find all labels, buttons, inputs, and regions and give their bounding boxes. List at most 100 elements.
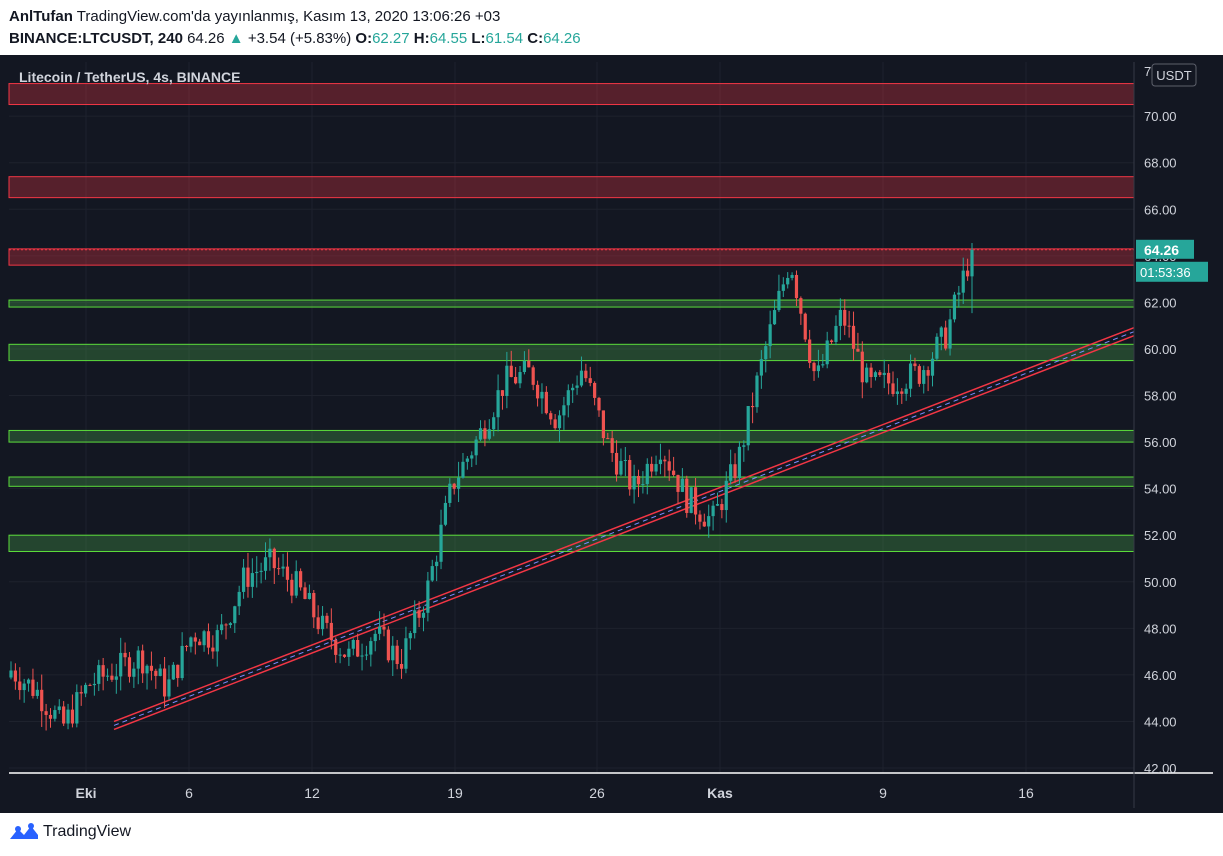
candle-body <box>509 365 513 378</box>
price-tick-label: 46.00 <box>1144 668 1177 683</box>
candle-body <box>944 327 948 349</box>
close-value: 64.26 <box>543 30 581 47</box>
candle-body <box>435 561 439 567</box>
candle-body <box>676 474 680 492</box>
candle-body <box>176 664 180 679</box>
candle-body <box>268 548 272 558</box>
candle-body <box>803 313 807 340</box>
tradingview-wordmark: TradingView <box>43 823 132 840</box>
candle-body <box>645 463 649 485</box>
candle-body <box>114 676 118 680</box>
symbol-line: BINANCE:LTCUSDT, 240 64.26 ▲ +3.54 (+5.8… <box>9 30 581 47</box>
candle-body <box>443 502 448 525</box>
candle-body <box>79 692 83 694</box>
candle-body <box>549 413 553 420</box>
price-tick-label: 66.00 <box>1144 202 1177 217</box>
candle-body <box>812 362 816 372</box>
candle-body <box>786 277 790 285</box>
candle-body <box>272 548 276 569</box>
candle-body <box>465 458 469 462</box>
candle-body <box>628 459 632 490</box>
candlestick-chart[interactable]: 42.00 44.00 46.00 48.00 50.00 52.00 54.00 56.00… <box>0 55 1223 813</box>
candle-body <box>386 629 390 661</box>
candle-body <box>667 461 671 471</box>
candle-body <box>421 612 426 618</box>
candle-body <box>373 633 377 642</box>
publish-line: AnlTufan TradingView.com'da yayınlanmış,… <box>9 8 500 25</box>
candle-body <box>843 309 847 326</box>
candle-body <box>926 370 930 376</box>
candle-body <box>193 637 197 642</box>
candle-body <box>356 639 360 657</box>
candle-body <box>378 626 382 634</box>
support-zone <box>8 429 1135 443</box>
candle-body <box>382 626 386 630</box>
candle-body <box>834 325 838 342</box>
candle-body <box>26 679 31 684</box>
candle-body <box>325 615 329 623</box>
candle-body <box>689 487 693 513</box>
candle-body <box>641 484 645 486</box>
candle-body <box>70 709 75 724</box>
candle-body <box>88 684 92 686</box>
candle-body <box>895 391 900 394</box>
price-tick-label: 52.00 <box>1144 528 1177 543</box>
currency-label: USDT <box>1156 68 1191 83</box>
candle-body <box>685 478 689 513</box>
tradingview-logo-icon <box>10 823 38 839</box>
candle-body <box>878 372 882 376</box>
candle-body <box>483 428 487 439</box>
candle-body <box>544 391 548 414</box>
candle-body <box>66 709 70 724</box>
candle-body <box>408 633 412 639</box>
candle-body <box>184 645 189 647</box>
currency-button[interactable]: USDT <box>1151 63 1197 87</box>
candle-body <box>461 461 465 478</box>
support-zone <box>8 476 1135 487</box>
candle-body <box>606 438 610 440</box>
candle-body <box>535 384 540 399</box>
candle-body <box>241 567 246 592</box>
candle-body <box>702 521 706 527</box>
candle-body <box>865 367 869 383</box>
candle-body <box>882 372 886 376</box>
candle-body <box>540 391 544 399</box>
candles-layer <box>9 243 974 731</box>
candle-body <box>338 654 342 656</box>
candle-body <box>211 647 215 652</box>
candle-body <box>904 388 908 394</box>
candle-body <box>31 679 35 696</box>
candle-body <box>110 675 114 680</box>
candle-body <box>733 464 737 478</box>
candle-body <box>312 592 316 618</box>
candle-body <box>299 571 303 588</box>
price-tick-label: 54.00 <box>1144 482 1177 497</box>
candle-body <box>9 670 13 678</box>
candle-body <box>500 390 505 396</box>
trendline-mid <box>113 331 1135 726</box>
candle-body <box>698 514 702 522</box>
candle-body <box>900 391 904 394</box>
candle-body <box>566 390 570 406</box>
candle-body <box>189 637 193 647</box>
candle-body <box>233 606 237 624</box>
candle-body <box>755 375 759 408</box>
date-tick-label: 26 <box>589 785 605 801</box>
candle-body <box>290 579 294 596</box>
candle-body <box>957 292 961 295</box>
candle-body <box>860 351 864 383</box>
candle-body <box>658 459 663 465</box>
candle-body <box>426 580 430 613</box>
candle-body <box>922 370 926 384</box>
candle-body <box>474 439 478 456</box>
resistance-zone <box>8 83 1135 106</box>
candle-body <box>334 640 338 655</box>
candle-body <box>693 487 698 515</box>
tradingview-brand[interactable]: TradingView <box>9 820 131 844</box>
candle-body <box>62 706 66 724</box>
date-tick-label: 6 <box>185 785 193 801</box>
candle-body <box>970 249 974 277</box>
candle-body <box>136 650 140 669</box>
candle-body <box>597 397 601 411</box>
price-tick-label: 68.00 <box>1144 156 1177 171</box>
